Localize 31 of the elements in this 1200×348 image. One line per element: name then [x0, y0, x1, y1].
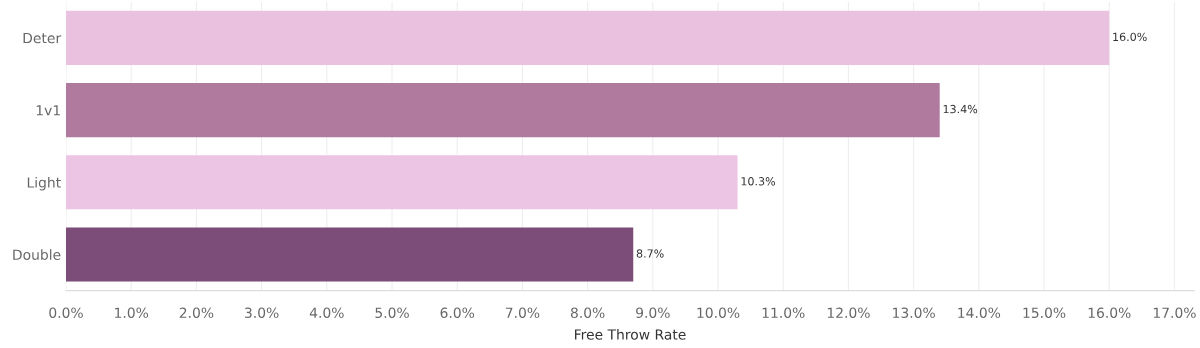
bar: [66, 82, 940, 138]
x-tick-label: 9.0%: [636, 307, 670, 318]
x-tick-label: 3.0%: [245, 307, 279, 318]
x-tick-label: 10.0%: [697, 307, 740, 318]
x-tick-label: 4.0%: [309, 307, 344, 318]
data-label: 13.4%: [943, 104, 978, 114]
x-tick-label: 8.0%: [570, 307, 605, 318]
x-tick-label: 17.0%: [1153, 307, 1196, 318]
x-tick-label: 11.0%: [762, 307, 805, 318]
x-tick-label: 6.0%: [440, 307, 475, 318]
bar: [66, 10, 1110, 65]
data-label: 10.3%: [741, 177, 776, 186]
bar: [66, 227, 634, 282]
y-tick-label: Deter: [23, 33, 62, 44]
y-tick-label: Double: [13, 249, 61, 260]
data-label: 16.0%: [1113, 32, 1147, 42]
x-tick-label: 13.0%: [893, 307, 935, 318]
x-tick-label: 15.0%: [1023, 307, 1066, 318]
x-tick-label: 14.0%: [958, 307, 1001, 318]
x-tick-label: 7.0%: [505, 307, 540, 318]
y-tick-label: 1v1: [36, 105, 60, 116]
x-tick-label: 2.0%: [179, 307, 214, 318]
y-tick-label: Light: [27, 176, 61, 191]
x-tick-label: 12.0%: [827, 307, 870, 318]
bar: [66, 155, 738, 210]
x-tick-label: 0.0%: [49, 307, 83, 318]
x-tick-label: 1.0%: [115, 307, 149, 318]
x-tick-label: 16.0%: [1088, 307, 1131, 318]
x-tick-label: 5.0%: [375, 307, 409, 318]
data-label: 8.7%: [636, 249, 664, 258]
x-axis-title: Free Throw Rate: [575, 329, 686, 340]
